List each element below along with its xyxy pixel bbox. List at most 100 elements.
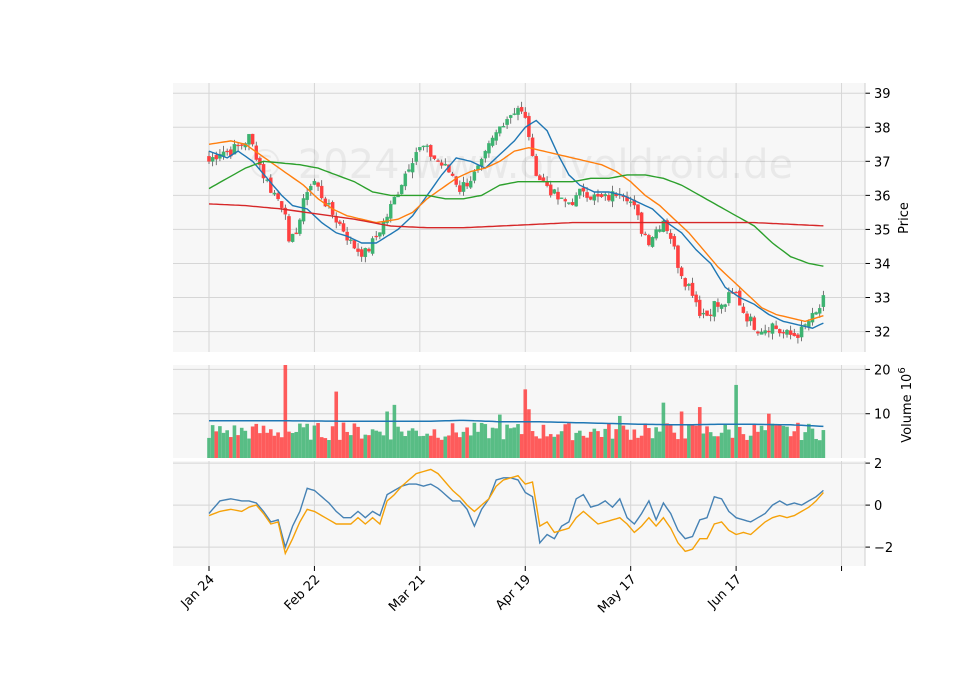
volume-bar	[356, 426, 360, 458]
moving-average-line-3	[208, 160, 824, 267]
candle-body	[781, 332, 786, 334]
volume-bar	[552, 436, 557, 458]
candle-body	[214, 154, 219, 160]
volume-panel	[207, 365, 826, 458]
volume-bar	[676, 439, 680, 458]
candle-body	[687, 283, 691, 286]
volume-bar	[283, 365, 288, 458]
candle-body	[679, 267, 684, 277]
volume-bar	[657, 431, 662, 458]
volume-bar	[541, 424, 546, 458]
price-y-tick-label: 36	[874, 189, 891, 204]
volume-bar	[323, 438, 328, 458]
candle-body	[508, 115, 513, 118]
volume-bar	[458, 437, 462, 458]
volume-bar	[436, 437, 440, 458]
volume-bar	[461, 431, 466, 458]
volume-bar	[214, 431, 219, 458]
volume-bar	[763, 430, 767, 458]
volume-bar	[599, 436, 604, 458]
indicator-panel	[208, 468, 824, 556]
volume-bar	[312, 425, 317, 458]
candle-body	[534, 155, 538, 176]
volume-bar	[748, 435, 753, 458]
volume-bar	[585, 437, 589, 458]
moving-average-line-4	[208, 203, 824, 229]
candle-body	[421, 145, 426, 148]
volume-bar	[403, 436, 408, 458]
candle-body	[461, 182, 466, 192]
volume-bar	[519, 434, 524, 458]
volume-bar	[370, 429, 375, 458]
volume-bar	[788, 436, 793, 458]
candle-body	[821, 295, 826, 307]
volume-bar	[428, 435, 433, 458]
volume-bar	[574, 432, 578, 458]
volume-bar	[567, 423, 571, 458]
volume-bar	[545, 436, 549, 458]
volume-bar	[479, 422, 484, 458]
candle-body	[607, 195, 611, 201]
candle-body	[225, 150, 229, 153]
candle-body	[287, 216, 291, 242]
candle-body	[349, 239, 353, 241]
volume-bar	[538, 438, 542, 458]
volume-bar	[694, 425, 698, 458]
volume-bar	[570, 440, 575, 458]
candle-body	[454, 176, 458, 185]
volume-bar	[287, 431, 291, 458]
candle-body	[283, 207, 288, 215]
volume-bar	[723, 424, 728, 458]
volume-bar	[534, 436, 538, 458]
volume-bar	[501, 439, 506, 458]
candle-body	[443, 163, 448, 166]
volume-bar	[807, 423, 811, 458]
candle-body	[796, 334, 800, 338]
candle-body	[370, 238, 375, 254]
volume-bar	[421, 435, 426, 458]
volume-bar	[305, 423, 309, 458]
volume-bar	[803, 432, 807, 458]
volume-bar	[207, 437, 211, 458]
volume-bar	[654, 427, 658, 458]
volume-bar	[298, 423, 302, 458]
volume-bar	[650, 438, 655, 458]
candle-body	[530, 137, 535, 157]
candle-body	[668, 232, 673, 239]
volume-bar	[727, 429, 731, 458]
volume-bar	[476, 431, 480, 458]
volume-bar	[418, 436, 422, 458]
candle-body	[683, 278, 687, 287]
candle-body	[807, 321, 811, 328]
candle-body	[465, 182, 469, 187]
candle-body	[356, 248, 360, 252]
volume-bar	[639, 435, 644, 458]
volume-bar	[508, 428, 513, 458]
candle-body	[487, 143, 491, 154]
indicator-line-1	[208, 477, 824, 550]
candle-body	[436, 160, 440, 162]
volume-bar	[374, 430, 379, 458]
price-y-tick-label: 32	[874, 326, 891, 341]
candle-body	[574, 195, 578, 207]
volume-bar	[265, 432, 269, 458]
candle-body	[665, 220, 669, 232]
candle-body	[272, 192, 277, 195]
price-y-tick-label: 33	[874, 292, 891, 307]
candle-body	[327, 203, 331, 205]
volume-bar	[359, 438, 364, 458]
volume-bar	[367, 435, 371, 458]
candle-body	[403, 173, 408, 187]
candle-body	[698, 299, 702, 316]
volume-bar	[730, 437, 735, 458]
volume-bar	[530, 431, 535, 458]
candle-body	[429, 145, 433, 157]
volume-bar	[363, 434, 368, 458]
volume-bar	[607, 423, 611, 458]
candle-body	[210, 157, 215, 162]
candle-body	[450, 173, 455, 176]
candle-body	[770, 323, 775, 334]
volume-bar	[672, 432, 677, 458]
volume-bar	[777, 424, 782, 458]
volume-bar	[258, 433, 262, 458]
